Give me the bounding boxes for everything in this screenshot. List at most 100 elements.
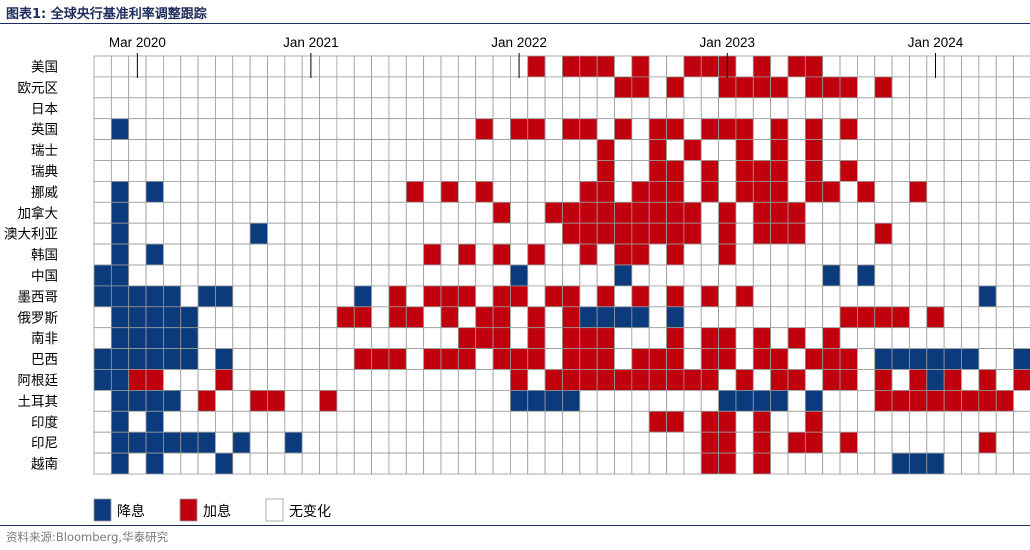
heatmap-cell bbox=[562, 389, 581, 412]
heatmap-cell bbox=[353, 452, 373, 475]
heatmap-cell bbox=[857, 410, 876, 433]
heatmap-cell bbox=[700, 348, 720, 370]
heatmap-cell bbox=[891, 243, 910, 266]
heatmap-cell bbox=[405, 139, 425, 161]
heatmap-cell bbox=[596, 76, 615, 99]
heatmap-cell bbox=[110, 306, 130, 329]
heatmap-cell bbox=[614, 452, 633, 475]
heatmap-cell bbox=[926, 97, 945, 120]
heatmap-cell bbox=[648, 452, 667, 475]
heatmap-cell bbox=[770, 76, 789, 99]
heatmap-cell bbox=[874, 180, 893, 203]
heatmap-cell bbox=[596, 222, 615, 245]
heatmap-cell bbox=[666, 327, 685, 350]
heatmap-cell bbox=[822, 118, 841, 140]
heatmap-cell bbox=[492, 76, 511, 99]
heatmap-cell bbox=[891, 201, 910, 224]
heatmap-cell bbox=[562, 306, 581, 329]
heatmap-cell bbox=[492, 431, 511, 454]
heatmap-cell bbox=[700, 201, 720, 224]
heatmap-cell bbox=[215, 285, 234, 308]
heatmap-cell bbox=[787, 327, 806, 350]
heatmap-cell bbox=[839, 369, 858, 391]
heatmap-cell bbox=[301, 97, 320, 120]
heatmap-cell bbox=[562, 410, 581, 433]
heatmap-cell bbox=[978, 201, 997, 224]
heatmap-cell bbox=[110, 180, 130, 203]
heatmap-cell bbox=[353, 160, 373, 182]
heatmap-cell bbox=[93, 369, 112, 391]
heatmap-cell bbox=[839, 410, 858, 433]
heatmap-cell bbox=[405, 160, 425, 182]
heatmap-cell bbox=[596, 97, 615, 120]
heatmap-cell bbox=[839, 264, 858, 287]
heatmap-cell bbox=[93, 243, 112, 266]
heatmap-cell bbox=[492, 452, 511, 475]
heatmap-cell bbox=[128, 431, 147, 454]
heatmap-cell bbox=[301, 222, 320, 245]
heatmap-cell bbox=[267, 431, 286, 454]
heatmap-cell bbox=[249, 285, 268, 308]
heatmap-cell bbox=[995, 76, 1014, 99]
heatmap-cell bbox=[579, 118, 598, 140]
heatmap-cell bbox=[249, 55, 268, 78]
y-axis-labels: 美国欧元区日本英国瑞士瑞典挪威加拿大澳大利亚韩国中国墨西哥俄罗斯南非巴西阿根廷土… bbox=[4, 59, 58, 472]
heatmap-cell bbox=[405, 264, 425, 287]
heatmap-cell bbox=[700, 55, 720, 78]
heatmap-cell bbox=[180, 348, 199, 370]
heatmap-cell bbox=[700, 389, 720, 412]
heatmap-cell bbox=[319, 139, 338, 161]
heatmap-cell bbox=[267, 243, 286, 266]
heatmap-cell bbox=[336, 348, 355, 370]
legend-label: 无变化 bbox=[289, 504, 331, 520]
heatmap-cell bbox=[527, 410, 546, 433]
heatmap-cell bbox=[215, 306, 234, 329]
heatmap-cell bbox=[614, 306, 633, 329]
heatmap-cell bbox=[822, 452, 841, 475]
heatmap-cell bbox=[440, 222, 459, 245]
heatmap-cell bbox=[145, 389, 164, 412]
heatmap-cell bbox=[423, 410, 442, 433]
heatmap-cell bbox=[683, 327, 702, 350]
heatmap-cell bbox=[267, 327, 286, 350]
heatmap-cell bbox=[596, 160, 615, 182]
heatmap-cell bbox=[527, 389, 546, 412]
heatmap-cell bbox=[752, 327, 772, 350]
heatmap-cell bbox=[770, 180, 789, 203]
heatmap-cell bbox=[648, 118, 667, 140]
heatmap-cell bbox=[648, 97, 667, 120]
heatmap-cell bbox=[492, 201, 511, 224]
heatmap-cell bbox=[544, 139, 563, 161]
heatmap-cell bbox=[891, 431, 910, 454]
heatmap-cell bbox=[423, 180, 442, 203]
heatmap-cell bbox=[596, 139, 615, 161]
heatmap-cell bbox=[509, 139, 529, 161]
heatmap-cell bbox=[319, 389, 338, 412]
heatmap-cell bbox=[249, 431, 268, 454]
heatmap-cell bbox=[1013, 55, 1030, 78]
heatmap-cell bbox=[874, 452, 893, 475]
heatmap-cell bbox=[145, 369, 164, 391]
heatmap-cell bbox=[492, 222, 511, 245]
heatmap-cell bbox=[1013, 118, 1030, 140]
heatmap-cell bbox=[440, 306, 459, 329]
heatmap-cell bbox=[874, 327, 893, 350]
heatmap-cell bbox=[874, 389, 893, 412]
heatmap-cell bbox=[180, 97, 199, 120]
heatmap-cell bbox=[440, 55, 459, 78]
heatmap-cell bbox=[475, 222, 494, 245]
heatmap-cell bbox=[440, 431, 459, 454]
heatmap-cell bbox=[648, 410, 667, 433]
heatmap-cell bbox=[787, 76, 806, 99]
heatmap-cell bbox=[249, 264, 268, 287]
heatmap-cell bbox=[562, 180, 581, 203]
heatmap-cell bbox=[891, 264, 910, 287]
heatmap-cell bbox=[492, 243, 511, 266]
heatmap-cell bbox=[735, 348, 754, 370]
heatmap-cell bbox=[405, 222, 425, 245]
y-tick-label: 印度 bbox=[31, 415, 58, 431]
heatmap-cell bbox=[492, 160, 511, 182]
heatmap-cell bbox=[978, 389, 997, 412]
heatmap-cell bbox=[527, 139, 546, 161]
heatmap-cell bbox=[232, 243, 251, 266]
